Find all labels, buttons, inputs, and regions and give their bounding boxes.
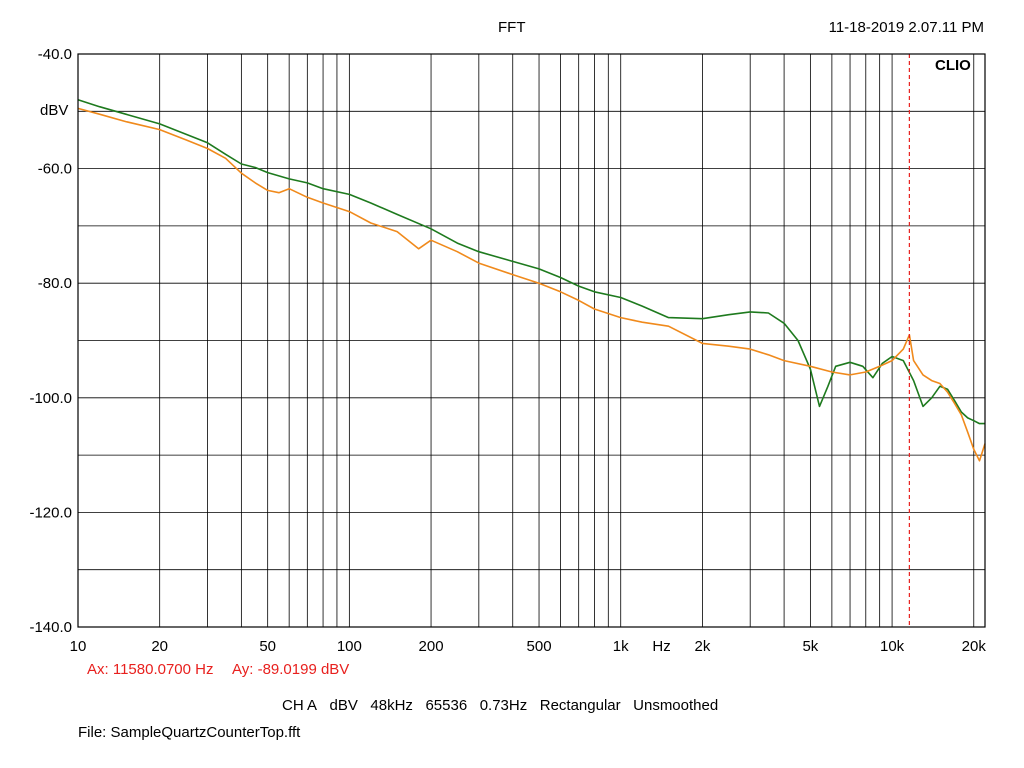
setting-resolution: 0.73Hz bbox=[479, 697, 528, 714]
setting-smoothing: Unsmoothed bbox=[633, 697, 719, 714]
grid-lines bbox=[78, 54, 985, 627]
x-tick-label: 100 bbox=[337, 638, 362, 655]
timestamp: 11-18-2019 2.07.11 PM bbox=[828, 19, 984, 36]
series-line-1 bbox=[77, 99, 985, 425]
y-tick-label: -100.0 bbox=[29, 390, 72, 407]
x-axis: 10 20 50 100 200 500 1k 2k 5k 10k 20k Hz bbox=[70, 638, 987, 655]
setting-unit: dBV bbox=[329, 697, 358, 714]
cursor-y-readout: Ay: -89.0199 dBV bbox=[232, 661, 350, 678]
brand-label: CLIO bbox=[935, 57, 971, 74]
y-tick-label: -140.0 bbox=[29, 619, 72, 636]
cursor-x-readout: Ax: 11580.0700 Hz bbox=[87, 661, 214, 678]
setting-window: Rectangular bbox=[539, 697, 621, 714]
x-tick-label: 20 bbox=[151, 638, 168, 655]
data-series bbox=[77, 99, 986, 462]
setting-fft-size: 65536 bbox=[425, 697, 468, 714]
x-tick-label: 10k bbox=[880, 638, 905, 655]
y-tick-label: -120.0 bbox=[29, 504, 72, 521]
y-tick-label: -60.0 bbox=[38, 161, 72, 178]
setting-sample-rate: 48kHz bbox=[370, 697, 413, 714]
settings-bar: CH A dBV 48kHz 65536 0.73Hz Rectangular … bbox=[282, 697, 718, 714]
plot-frame bbox=[77, 53, 986, 628]
chart-title: FFT bbox=[498, 19, 526, 36]
x-tick-label: 2k bbox=[694, 638, 710, 655]
file-name: File: SampleQuartzCounterTop.fft bbox=[78, 724, 301, 741]
x-tick-label: 20k bbox=[962, 638, 987, 655]
x-tick-label: 10 bbox=[70, 638, 87, 655]
x-tick-label: 5k bbox=[802, 638, 818, 655]
y-unit-label: dBV bbox=[40, 102, 69, 119]
x-tick-label: 50 bbox=[259, 638, 276, 655]
x-tick-label: 500 bbox=[527, 638, 552, 655]
series-line-2 bbox=[77, 107, 986, 462]
y-tick-label: -80.0 bbox=[38, 275, 72, 292]
setting-channel: CH A bbox=[282, 697, 318, 714]
y-tick-label: -40.0 bbox=[38, 46, 72, 63]
x-tick-label: 200 bbox=[419, 638, 444, 655]
x-unit-label: Hz bbox=[652, 638, 670, 655]
y-axis: -40.0 -60.0 -80.0 -100.0 -120.0 -140.0 bbox=[29, 46, 72, 636]
x-tick-label: 1k bbox=[613, 638, 629, 655]
